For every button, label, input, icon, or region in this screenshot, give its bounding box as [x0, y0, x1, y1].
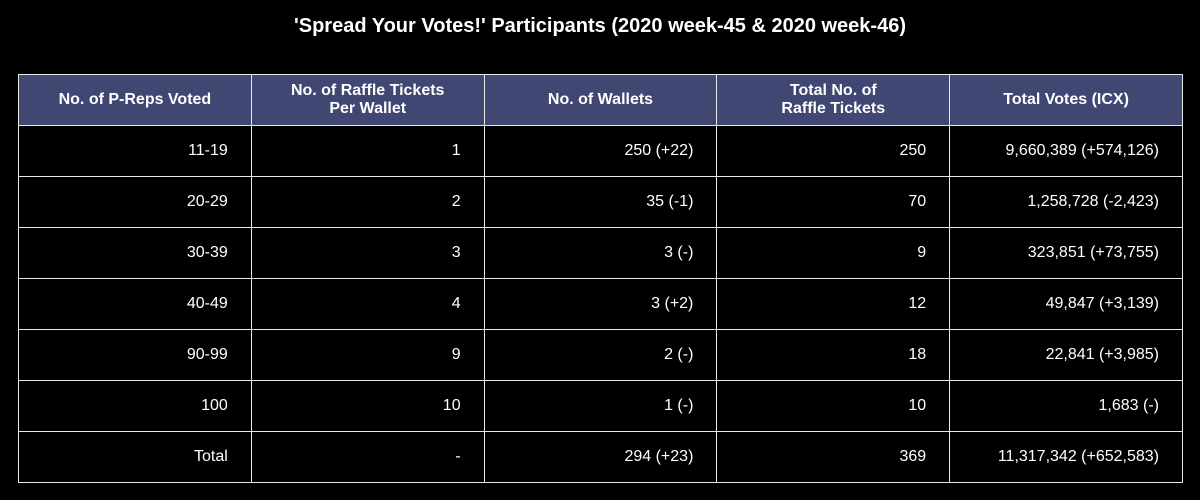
- table-row: 20-29 2 35 (-1) 70 1,258,728 (-2,423): [18, 176, 1183, 228]
- table-cell: 100: [18, 380, 252, 432]
- table-cell: 3 (-): [483, 227, 718, 279]
- table-cell: 12: [716, 278, 951, 330]
- column-header: No. of Raffle Tickets Per Wallet: [250, 74, 485, 126]
- column-header: Total Votes (ICX): [949, 74, 1183, 126]
- data-table: No. of P-Reps Voted No. of Raffle Ticket…: [18, 74, 1183, 483]
- table-cell: 90-99: [18, 329, 252, 381]
- table-row: 11-19 1 250 (+22) 250 9,660,389 (+574,12…: [18, 125, 1183, 177]
- table-cell: 4: [250, 278, 485, 330]
- table-cell: 250 (+22): [483, 125, 718, 177]
- column-header: No. of P-Reps Voted: [18, 74, 252, 126]
- table-cell: 11,317,342 (+652,583): [949, 431, 1183, 483]
- table-cell: 294 (+23): [483, 431, 718, 483]
- table-row: 30-39 3 3 (-) 9 323,851 (+73,755): [18, 227, 1183, 279]
- table-cell: 30-39: [18, 227, 252, 279]
- table-cell: 49,847 (+3,139): [949, 278, 1183, 330]
- chart-title: 'Spread Your Votes!' Participants (2020 …: [293, 15, 906, 37]
- table-cell: 9,660,389 (+574,126): [949, 125, 1183, 177]
- table-cell: -: [250, 431, 485, 483]
- table-cell: 9: [250, 329, 485, 381]
- table-cell: 10: [250, 380, 485, 432]
- header-row: No. of P-Reps Voted No. of Raffle Ticket…: [18, 74, 1183, 126]
- total-row: Total - 294 (+23) 369 11,317,342 (+652,5…: [18, 431, 1183, 483]
- table-cell: Total: [18, 431, 252, 483]
- table-cell: 22,841 (+3,985): [949, 329, 1183, 381]
- table-cell: 1,683 (-): [949, 380, 1183, 432]
- table-cell: 3 (+2): [483, 278, 718, 330]
- table-cell: 35 (-1): [483, 176, 718, 228]
- table-row: 100 10 1 (-) 10 1,683 (-): [18, 380, 1183, 432]
- table-cell: 323,851 (+73,755): [949, 227, 1183, 279]
- table-cell: 11-19: [18, 125, 252, 177]
- table-cell: 1: [250, 125, 485, 177]
- table-cell: 18: [716, 329, 951, 381]
- table-cell: 2: [250, 176, 485, 228]
- table-row: 90-99 9 2 (-) 18 22,841 (+3,985): [18, 329, 1183, 381]
- table-cell: 20-29: [18, 176, 252, 228]
- table-cell: 40-49: [18, 278, 252, 330]
- column-header: Total No. of Raffle Tickets: [716, 74, 951, 126]
- table-cell: 2 (-): [483, 329, 718, 381]
- table-cell: 10: [716, 380, 951, 432]
- table-cell: 250: [716, 125, 951, 177]
- table-cell: 1,258,728 (-2,423): [949, 176, 1183, 228]
- table-row: 40-49 4 3 (+2) 12 49,847 (+3,139): [18, 278, 1183, 330]
- table-cell: 3: [250, 227, 485, 279]
- table-cell: 1 (-): [483, 380, 718, 432]
- table-cell: 70: [716, 176, 951, 228]
- table-cell: 9: [716, 227, 951, 279]
- table-cell: 369: [716, 431, 951, 483]
- column-header: No. of Wallets: [483, 74, 718, 126]
